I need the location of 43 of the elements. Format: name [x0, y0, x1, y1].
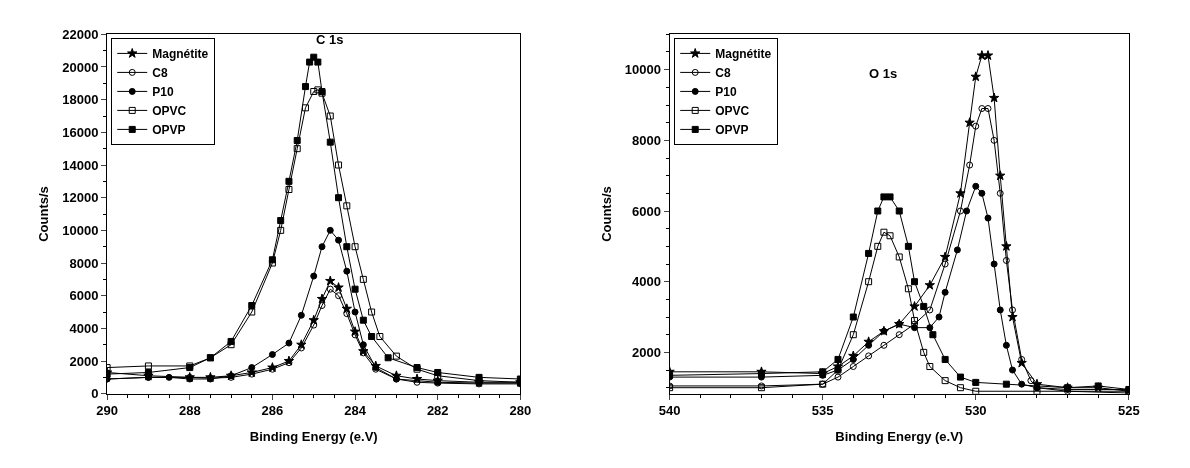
y-tick-label: 0 — [91, 386, 99, 402]
y-tick-label: 14000 — [62, 157, 99, 173]
x-axis-title: Binding Energy (e.V) — [249, 429, 378, 445]
y-tick-label: 4000 — [69, 320, 99, 336]
legend-label: OPVC — [715, 104, 750, 119]
y-tick-label: 6000 — [632, 203, 661, 219]
x-axis-title: Binding Energy (e.V) — [835, 429, 964, 445]
y-tick-label: 2000 — [69, 353, 99, 369]
x-tick-label: 286 — [261, 403, 284, 419]
y-axis-title: Counts/s — [598, 186, 614, 242]
x-tick-label: 288 — [178, 403, 201, 419]
legend-label: P10 — [152, 85, 174, 100]
y-tick-label: 22000 — [62, 26, 99, 42]
y-tick-label: 6000 — [69, 288, 99, 304]
x-tick-label: 530 — [964, 403, 987, 419]
legend-label: OPVP — [152, 123, 186, 138]
y-tick-label: 16000 — [62, 124, 99, 140]
y-tick-label: 20000 — [62, 59, 99, 75]
y-tick-label: 4000 — [632, 274, 661, 290]
x-tick-label: 282 — [426, 403, 449, 419]
y-tick-label: 10000 — [62, 222, 99, 238]
x-tick-label: 525 — [1117, 403, 1140, 419]
legend-label: C8 — [152, 66, 168, 81]
y-tick-label: 18000 — [62, 92, 99, 108]
y-tick-label: 8000 — [632, 132, 661, 148]
legend-label: Magnétite — [715, 47, 772, 62]
x-tick-label: 290 — [96, 403, 118, 419]
annotation: O 1s — [869, 66, 898, 81]
y-tick-label: 12000 — [62, 190, 99, 206]
legend-label: OPVP — [715, 123, 749, 138]
legend-label: OPVC — [152, 104, 187, 119]
y-tick-label: 8000 — [69, 255, 99, 271]
x-tick-label: 280 — [509, 403, 532, 419]
annotation: C 1s — [316, 32, 344, 47]
x-tick-label: 535 — [811, 403, 834, 419]
legend-label: Magnétite — [152, 47, 209, 62]
legend-label: C8 — [715, 66, 731, 81]
x-tick-label: 540 — [658, 403, 681, 419]
y-axis-title: Counts/s — [36, 186, 52, 242]
y-tick-label: 2000 — [632, 344, 661, 360]
x-tick-label: 284 — [344, 403, 367, 419]
y-tick-label: 10000 — [624, 62, 661, 78]
legend-label: P10 — [715, 85, 737, 100]
